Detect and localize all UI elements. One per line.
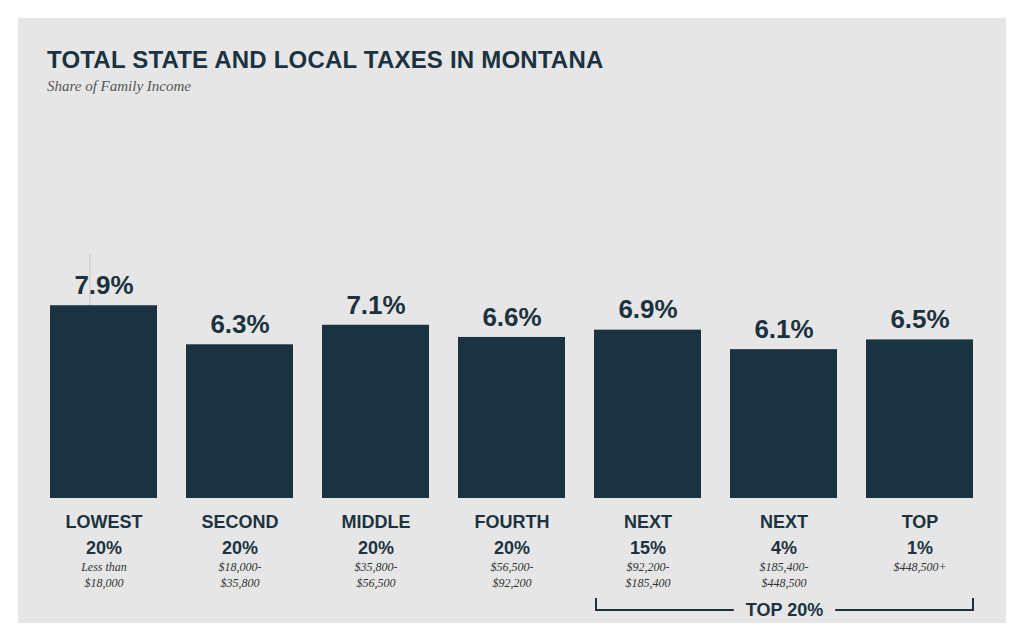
svg-text:6.5%: 6.5%: [890, 304, 949, 334]
svg-text:NEXT15%: NEXT15%: [624, 512, 672, 557]
svg-text:$18,000-$35,800: $18,000-$35,800: [219, 560, 262, 590]
svg-text:Less than$18,000: Less than$18,000: [80, 560, 127, 590]
svg-text:TOP1%: TOP1%: [902, 512, 939, 557]
svg-text:FOURTH20%: FOURTH20%: [475, 512, 550, 557]
html-text:Share of Family Income: Share of Family Income: [47, 78, 191, 94]
svg-text:7.9%: 7.9%: [74, 270, 133, 300]
svg-text:6.6%: 6.6%: [482, 302, 541, 332]
svg-text:MIDDLE20%: MIDDLE20%: [342, 512, 411, 557]
html-text:TOTAL STATE AND LOCAL TAXES IN: TOTAL STATE AND LOCAL TAXES IN MONTANA: [47, 46, 604, 73]
svg-text:$35,800-$56,500: $35,800-$56,500: [355, 560, 398, 590]
svg-text:$92,200-$185,400: $92,200-$185,400: [626, 560, 671, 590]
svg-text:$56,500-$92,200: $56,500-$92,200: [491, 560, 534, 590]
svg-text:6.3%: 6.3%: [210, 309, 269, 339]
svg-text:LOWEST20%: LOWEST20%: [66, 512, 143, 557]
svg-text:$185,400-$448,500: $185,400-$448,500: [760, 560, 809, 590]
svg-text:7.1%: 7.1%: [346, 290, 405, 320]
svg-text:6.9%: 6.9%: [618, 294, 677, 324]
svg-text:SECOND20%: SECOND20%: [201, 512, 278, 557]
svg-text:TOP 20%: TOP 20%: [746, 600, 823, 620]
svg-text:NEXT4%: NEXT4%: [760, 512, 808, 557]
svg-text:$448,500+: $448,500+: [893, 560, 946, 574]
svg-text:6.1%: 6.1%: [754, 314, 813, 344]
